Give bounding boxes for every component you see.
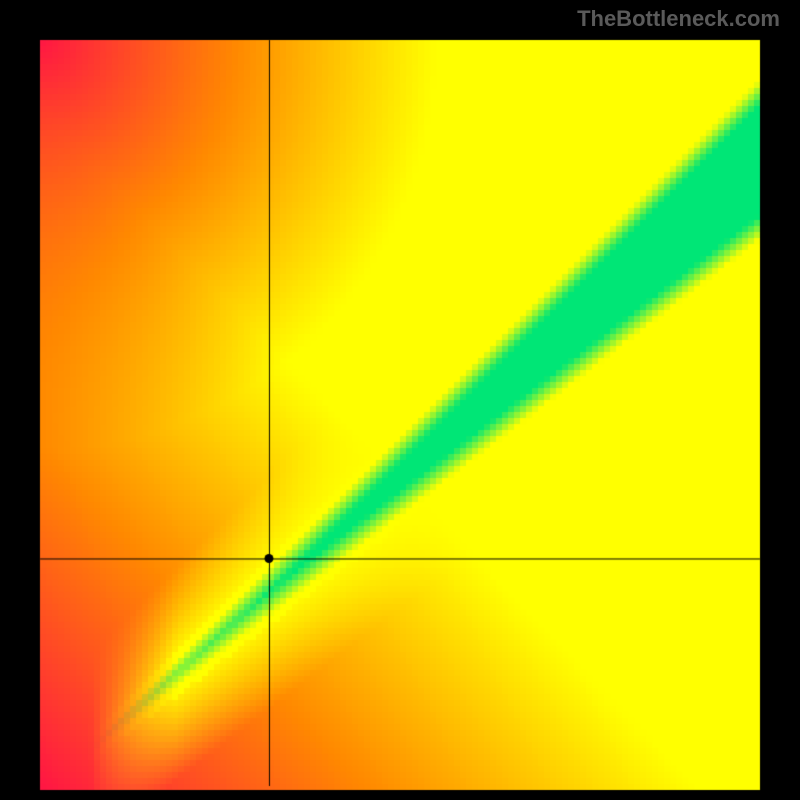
watermark-text: TheBottleneck.com bbox=[577, 6, 780, 32]
crosshair-overlay bbox=[0, 0, 800, 800]
